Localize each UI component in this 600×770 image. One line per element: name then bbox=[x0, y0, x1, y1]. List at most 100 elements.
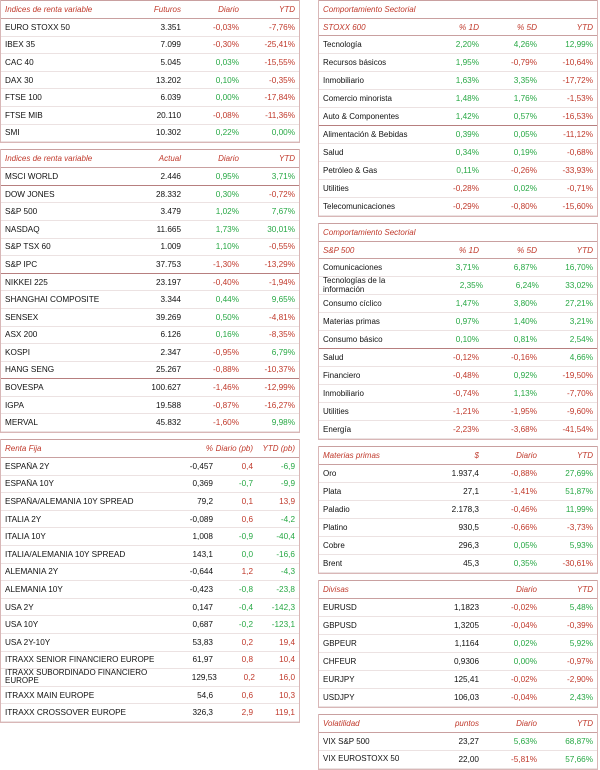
table-header: Índices de renta variable Futuros Diario YT… bbox=[1, 0, 299, 19]
table-row: Financiero -0,48% 0,92% -19,50% bbox=[319, 367, 597, 385]
row-ytd: -6,9 bbox=[280, 461, 295, 471]
right-column: Comportamiento Sectorial STOXX 600 % 1D % 5… bbox=[318, 0, 598, 770]
table-row: MSCI WORLD 2.446 0,95% 3,71% bbox=[1, 168, 299, 186]
row-value: 0,9306 bbox=[453, 657, 479, 666]
row-value: 23,27 bbox=[458, 737, 480, 746]
row-ytd: -7,70% bbox=[567, 389, 593, 398]
row-daily: 0,2 bbox=[243, 672, 255, 682]
row-daily: 5,63% bbox=[513, 737, 537, 746]
row-name: Tecnologías de la información bbox=[323, 276, 386, 294]
header-col-3: YTD bbox=[576, 245, 593, 255]
row-ytd: 5,93% bbox=[569, 541, 593, 550]
table-row: EURJPY 125,41 -0,02% -2,90% bbox=[319, 671, 597, 689]
row-name: S&P 500 bbox=[5, 207, 38, 217]
row-value: 0,34% bbox=[455, 148, 479, 157]
row-name: Utilities bbox=[323, 184, 349, 193]
row-value: 1,1164 bbox=[454, 639, 479, 648]
row-daily: -0,16% bbox=[511, 353, 537, 362]
table-row: DOW JONES 28.332 0,30% -0,72% bbox=[1, 186, 299, 204]
row-ytd: 9,65% bbox=[271, 295, 295, 305]
commodities-panel: Materias primas $ Diario YTD Oro 1.937,4 -0,88… bbox=[318, 446, 598, 574]
table-row: S&P 500 3.479 1,02% 7,67% bbox=[1, 203, 299, 221]
row-name: Plata bbox=[323, 487, 342, 496]
table-row: IBEX 35 7.099 -0,30% -25,41% bbox=[1, 37, 299, 55]
left-column: Índices de renta variable Futuros Diario YT… bbox=[0, 0, 300, 729]
table-row: Inmobiliario 1,63% 3,35% -17,72% bbox=[319, 72, 597, 90]
table-row: Platino 930,5 -0,66% -3,73% bbox=[319, 519, 597, 537]
header-name: Índices de renta variable bbox=[5, 5, 93, 14]
row-name: ITALIA/ALEMANIA 10Y SPREAD bbox=[5, 549, 126, 559]
row-value: 0,10% bbox=[455, 335, 479, 344]
row-daily: 0,44% bbox=[215, 295, 239, 305]
fixed-income-panel: Renta Fija% Diario (pb) YTD (pb) ESPAÑA 2Y -… bbox=[0, 439, 300, 723]
row-name: IBEX 35 bbox=[5, 40, 36, 50]
row-daily: 0,92% bbox=[513, 371, 537, 380]
row-daily: 0,10% bbox=[215, 75, 239, 85]
row-daily: -0,4 bbox=[238, 602, 253, 612]
table-row: FTSE 100 6.039 0,00% -17,84% bbox=[1, 89, 299, 107]
row-value: 45.832 bbox=[155, 418, 181, 428]
row-name: USA 10Y bbox=[5, 620, 39, 630]
row-value: 1.937,4 bbox=[451, 469, 479, 478]
row-name: ESPAÑA 10Y bbox=[5, 479, 54, 489]
table-row: BOVESPA 100.627 -1,46% -12,99% bbox=[1, 379, 299, 397]
row-ytd: 2,54% bbox=[569, 335, 593, 344]
row-ytd: -15,60% bbox=[562, 202, 594, 211]
row-name: NASDAQ bbox=[5, 224, 40, 234]
row-value: 22,00 bbox=[458, 755, 480, 764]
row-value: -0,12% bbox=[453, 353, 479, 362]
table-row: SENSEX 39.269 0,50% -4,81% bbox=[1, 309, 299, 327]
header-col-3: YTD bbox=[576, 22, 593, 32]
row-value: 2,35% bbox=[459, 281, 484, 290]
row-daily: -0,08% bbox=[213, 110, 239, 120]
row-daily: 0,05% bbox=[513, 130, 537, 139]
row-value: 1,008 bbox=[192, 532, 214, 542]
row-ytd: 119,1 bbox=[275, 708, 295, 718]
table-row: Energía -2,23% -3,68% -41,54% bbox=[319, 421, 597, 439]
row-ytd: 16,0 bbox=[279, 672, 295, 682]
row-name: EURUSD bbox=[323, 603, 357, 612]
row-value: 3.344 bbox=[160, 295, 182, 305]
row-value: 0,687 bbox=[192, 620, 214, 630]
table-row: ITRAXX SENIOR FINANCIERO EUROPE 61,97 0,8 1… bbox=[1, 652, 299, 670]
row-daily: 0,22% bbox=[215, 128, 239, 138]
row-value: 20.110 bbox=[156, 110, 181, 120]
table-row: Plata 27,1 -1,41% 51,87% bbox=[319, 483, 597, 501]
row-value: 1,47% bbox=[455, 299, 479, 308]
row-daily: 0,8 bbox=[241, 655, 253, 665]
table-row: S&P TSX 60 1.009 1,10% -0,55% bbox=[1, 239, 299, 257]
row-daily: 1,40% bbox=[513, 317, 537, 326]
row-daily: 0,6 bbox=[241, 514, 253, 524]
table-row: ESPAÑA/ALEMANIA 10Y SPREAD 79,2 0,1 13,9 bbox=[1, 493, 299, 511]
row-name: Telecomunicaciones bbox=[323, 202, 396, 211]
row-daily: 6,24% bbox=[515, 281, 539, 290]
row-daily: 0,4 bbox=[241, 461, 253, 471]
row-name: USA 2Y bbox=[5, 602, 34, 612]
row-name: Energía bbox=[323, 425, 352, 434]
row-name: ITALIA 2Y bbox=[5, 514, 42, 524]
table-row: Materias primas 0,97% 1,40% 3,21% bbox=[319, 313, 597, 331]
row-ytd: -0,68% bbox=[567, 148, 593, 157]
row-name: Consumo básico bbox=[323, 335, 383, 344]
table-row: CHFEUR 0,9306 0,00% -0,97% bbox=[319, 653, 597, 671]
table-row: ITALIA/ALEMANIA 10Y SPREAD 143,1 0,0 -16,6 bbox=[1, 546, 299, 564]
header-col-3: YTD bbox=[279, 5, 295, 14]
row-ytd: 6,79% bbox=[271, 347, 295, 357]
row-ytd: -33,93% bbox=[562, 166, 594, 175]
row-name: ALEMANIA 2Y bbox=[5, 567, 59, 577]
equity-indices-panel: Índices de renta variable Actual Diario YTD… bbox=[0, 149, 300, 434]
row-name: FTSE 100 bbox=[5, 93, 42, 103]
row-ytd: 13,9 bbox=[279, 497, 295, 507]
row-value: 25.267 bbox=[155, 365, 181, 375]
row-name: Petróleo & Gas bbox=[323, 166, 378, 175]
row-value: -0,74% bbox=[453, 389, 479, 398]
row-daily: -1,60% bbox=[213, 418, 239, 428]
row-name: GBPEUR bbox=[323, 639, 357, 648]
row-daily: 0,1 bbox=[241, 497, 253, 507]
row-value: 27,1 bbox=[463, 487, 479, 496]
row-ytd: -7,76% bbox=[269, 22, 295, 32]
row-ytd: -3,73% bbox=[567, 523, 593, 532]
row-name: ITALIA 10Y bbox=[5, 532, 46, 542]
row-ytd: -11,12% bbox=[563, 130, 593, 139]
row-ytd: -9,60% bbox=[567, 407, 593, 416]
